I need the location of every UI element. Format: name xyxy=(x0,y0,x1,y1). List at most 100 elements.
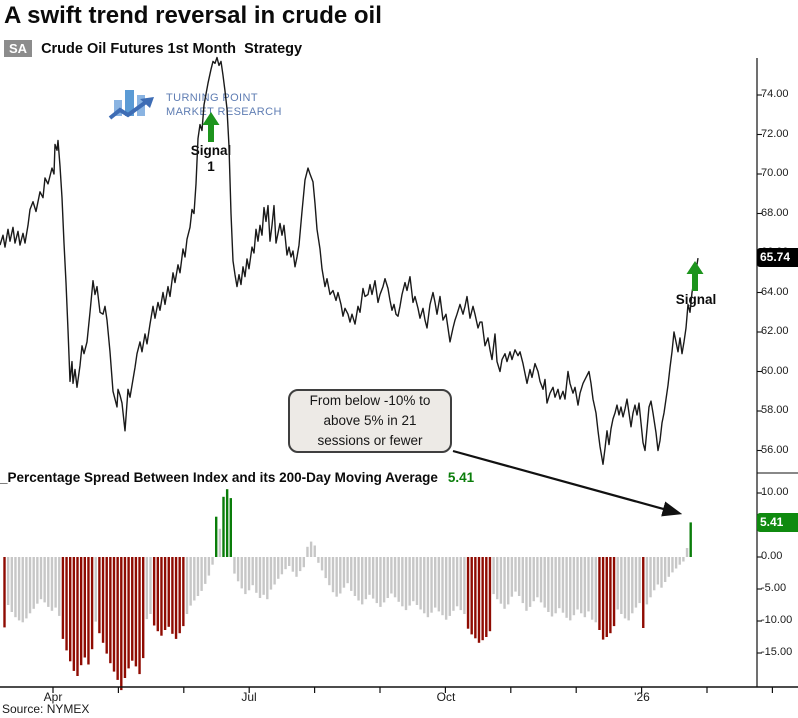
spread-bar xyxy=(426,557,430,618)
spread-bar xyxy=(309,541,313,557)
spread-bar xyxy=(3,557,6,628)
spread-bar xyxy=(233,557,236,574)
spread-bar xyxy=(335,557,338,597)
annotation-line1: From below -10% to xyxy=(309,393,431,408)
logo-line1: TURNING POINT xyxy=(166,92,258,104)
spread-bar xyxy=(101,557,105,643)
spread-bar xyxy=(645,557,649,605)
spread-bar xyxy=(455,557,459,607)
logo-bars-arrow-icon xyxy=(108,90,154,120)
spread-bar xyxy=(357,557,360,601)
spread-bar xyxy=(642,557,645,628)
brand-logo: TURNING POINT MARKET RESEARCH xyxy=(106,84,282,126)
spread-bar xyxy=(466,557,470,629)
axis-tick-label: -15.00 xyxy=(761,646,793,658)
spread-bar xyxy=(583,557,587,618)
axis-tick-label: -5.00 xyxy=(761,582,787,594)
spread-bar xyxy=(663,557,667,582)
spread-bar xyxy=(353,557,357,596)
spread-bar xyxy=(517,557,521,596)
spread-bar xyxy=(653,557,656,591)
spread-bar xyxy=(689,522,692,557)
spread-bar xyxy=(120,557,123,691)
spread-bar xyxy=(313,545,316,557)
spread-bar xyxy=(536,557,539,598)
signal1-label: Signal 1 xyxy=(166,143,256,175)
spread-bar xyxy=(368,557,371,595)
spread-bar xyxy=(273,557,276,585)
spread-bar xyxy=(331,557,335,593)
spread-bar xyxy=(145,557,149,620)
spread-bar xyxy=(415,557,419,605)
spread-bar xyxy=(167,557,170,627)
spread-bar xyxy=(54,557,57,608)
spread-bar xyxy=(674,557,678,569)
axis-tick-label: 62.00 xyxy=(761,325,789,337)
axis-tick-label: 72.00 xyxy=(761,127,789,140)
spread-bar xyxy=(178,557,181,634)
spread-title-text: _Percentage Spread Between Index and its… xyxy=(0,470,438,485)
spread-bar xyxy=(105,557,108,654)
spread-bar xyxy=(441,557,444,616)
spread-bar xyxy=(470,557,473,635)
logo-line2: MARKET RESEARCH xyxy=(166,106,282,118)
spread-bar xyxy=(558,557,561,609)
spread-bar xyxy=(69,557,72,662)
spread-bar xyxy=(649,557,652,598)
spread-bar xyxy=(317,557,320,563)
spread-bar xyxy=(412,557,415,602)
spread-bar xyxy=(350,557,353,591)
axis-tick-label: 70.00 xyxy=(761,167,789,179)
spread-bar xyxy=(17,557,21,621)
spread-bar xyxy=(393,557,397,598)
spread-bar xyxy=(50,557,54,611)
spread-bar xyxy=(382,557,386,603)
signal2-label: Signal xyxy=(651,292,741,308)
spread-bar xyxy=(660,557,663,588)
spread-bar xyxy=(539,557,543,603)
spread-bar xyxy=(565,557,568,618)
signal1-up-arrow-icon xyxy=(202,112,220,142)
spread-bar xyxy=(266,557,269,600)
spread-bar xyxy=(72,557,76,671)
axis-tick-label: 56.00 xyxy=(761,443,789,456)
spread-bar xyxy=(288,557,291,566)
spread-bar xyxy=(182,557,185,627)
spread-bar xyxy=(609,557,612,634)
chart-subtitle: Crude Oil Futures 1st Month Strategy xyxy=(41,40,303,57)
spread-bar xyxy=(109,557,112,664)
annotation-arrow xyxy=(452,449,683,517)
last-price-badge: 65.74 xyxy=(757,248,798,267)
spread-bar xyxy=(10,557,13,612)
spread-bar xyxy=(204,557,207,584)
spread-bar xyxy=(211,557,214,565)
spread-bar xyxy=(379,557,382,607)
axis-tick-label: 10.00 xyxy=(761,486,789,498)
spread-bar xyxy=(492,557,495,595)
spread-bar xyxy=(222,496,225,557)
axis-tick-label: 68.00 xyxy=(761,206,789,219)
spread-panel-title: _Percentage Spread Between Index and its… xyxy=(0,470,474,485)
spread-bar xyxy=(612,557,616,627)
spread-bar xyxy=(481,557,484,641)
spread-bar xyxy=(444,557,448,620)
spread-bar xyxy=(631,557,634,614)
spread-bar xyxy=(543,557,546,608)
spread-bar xyxy=(262,557,265,595)
spread-bar xyxy=(90,557,94,650)
spread-bar xyxy=(594,557,597,623)
spread-bar xyxy=(671,557,674,573)
spread-bar xyxy=(499,557,503,604)
signal2-text: Signal xyxy=(675,292,717,307)
spread-bar xyxy=(598,557,601,630)
spread-bar xyxy=(324,557,327,579)
spread-bar xyxy=(236,557,240,582)
axes xyxy=(0,58,798,693)
spread-bar xyxy=(79,557,83,666)
spread-bar xyxy=(503,557,506,609)
spread-bar xyxy=(127,557,130,669)
spread-bar xyxy=(185,557,189,614)
spread-bar xyxy=(76,557,79,676)
spread-bar xyxy=(477,557,481,643)
